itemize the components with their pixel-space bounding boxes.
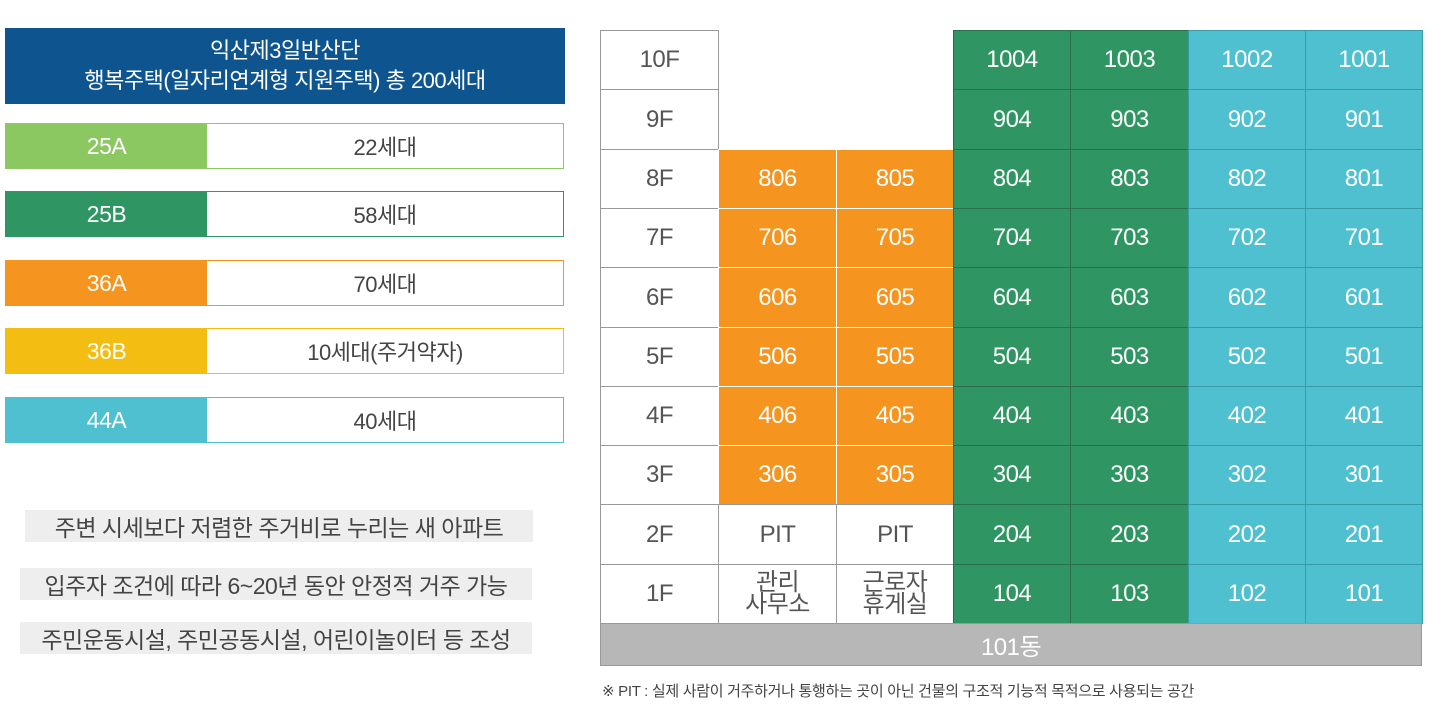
legend-code: 44A bbox=[6, 398, 207, 442]
floor-label: 1F bbox=[600, 564, 719, 624]
unit-cell: 301 bbox=[1305, 445, 1423, 505]
legend-count: 22세대 bbox=[207, 124, 563, 168]
unit-cell: 806 bbox=[718, 149, 837, 209]
unit-cell: 706 bbox=[718, 208, 837, 268]
building-name: 101동 bbox=[600, 623, 1422, 666]
unit-cell: 1001 bbox=[1305, 30, 1423, 90]
legend-count: 58세대 bbox=[207, 192, 563, 236]
unit-cell: 306 bbox=[718, 445, 837, 505]
unit-cell: 근로자 휴게실 bbox=[836, 564, 954, 624]
unit-cell: 602 bbox=[1188, 267, 1306, 328]
floor-label: 10F bbox=[600, 30, 719, 90]
title-line-1: 익산제3일반산단 bbox=[210, 38, 360, 63]
unit-cell: 104 bbox=[953, 564, 1071, 624]
unit-cell: 506 bbox=[718, 327, 837, 387]
unit-cell: 관리 사무소 bbox=[718, 564, 837, 624]
unit-cell: 403 bbox=[1070, 386, 1189, 446]
floor-label: 2F bbox=[600, 504, 719, 565]
note-line: 입주자 조건에 따라 6~20년 동안 안정적 거주 가능 bbox=[20, 568, 532, 600]
legend-row-36b: 36B 10세대(주거약자) bbox=[5, 328, 564, 374]
pit-footnote: ※ PIT : 실제 사람이 거주하거나 통행하는 곳이 아닌 건물의 구조적 … bbox=[602, 683, 1194, 700]
unit-cell: 501 bbox=[1305, 327, 1423, 387]
title-line-2: 행복주택(일자리연계형 지원주택) 총 200세대 bbox=[84, 68, 486, 93]
legend-code: 25A bbox=[6, 124, 207, 168]
floor-label: 5F bbox=[600, 327, 719, 387]
unit-cell: 304 bbox=[953, 445, 1071, 505]
unit-cell: 904 bbox=[953, 89, 1071, 150]
unit-cell: 402 bbox=[1188, 386, 1306, 446]
legend-count: 40세대 bbox=[207, 398, 563, 442]
unit-cell: 902 bbox=[1188, 89, 1306, 150]
unit-cell: 201 bbox=[1305, 504, 1423, 565]
unit-cell: 401 bbox=[1305, 386, 1423, 446]
unit-cell: 702 bbox=[1188, 208, 1306, 268]
unit-cell: 901 bbox=[1305, 89, 1423, 150]
unit-cell: 601 bbox=[1305, 267, 1423, 328]
floor-label: 4F bbox=[600, 386, 719, 446]
unit-cell: 603 bbox=[1070, 267, 1189, 328]
unit-cell: 101 bbox=[1305, 564, 1423, 624]
legend-count: 10세대(주거약자) bbox=[207, 329, 563, 373]
unit-cell: 504 bbox=[953, 327, 1071, 387]
floor-label: 6F bbox=[600, 267, 719, 328]
unit-cell: 903 bbox=[1070, 89, 1189, 150]
unit-cell: 704 bbox=[953, 208, 1071, 268]
unit-cell: 303 bbox=[1070, 445, 1189, 505]
unit-cell: 802 bbox=[1188, 149, 1306, 209]
legend-code: 36B bbox=[6, 329, 207, 373]
unit-cell: 305 bbox=[836, 445, 954, 505]
unit-cell: 202 bbox=[1188, 504, 1306, 565]
unit-cell: 703 bbox=[1070, 208, 1189, 268]
unit-cell: 701 bbox=[1305, 208, 1423, 268]
unit-cell: 505 bbox=[836, 327, 954, 387]
unit-cell: 503 bbox=[1070, 327, 1189, 387]
unit-cell: 805 bbox=[836, 149, 954, 209]
note-line: 주변 시세보다 저렴한 주거비로 누리는 새 아파트 bbox=[25, 510, 533, 542]
note-line: 주민운동시설, 주민공동시설, 어린이놀이터 등 조성 bbox=[20, 622, 532, 654]
unit-cell: 803 bbox=[1070, 149, 1189, 209]
unit-cell: 502 bbox=[1188, 327, 1306, 387]
legend-code: 25B bbox=[6, 192, 207, 236]
unit-cell: 103 bbox=[1070, 564, 1189, 624]
unit-cell: 204 bbox=[953, 504, 1071, 565]
unit-cell: 405 bbox=[836, 386, 954, 446]
unit-cell: 406 bbox=[718, 386, 837, 446]
unit-cell: 102 bbox=[1188, 564, 1306, 624]
legend-row-25b: 25B 58세대 bbox=[5, 191, 564, 237]
unit-cell: 604 bbox=[953, 267, 1071, 328]
floor-label: 3F bbox=[600, 445, 719, 505]
floor-label: 9F bbox=[600, 89, 719, 150]
unit-cell: 302 bbox=[1188, 445, 1306, 505]
unit-cell: 1004 bbox=[953, 30, 1071, 90]
unit-cell: 1003 bbox=[1070, 30, 1189, 90]
legend-row-25a: 25A 22세대 bbox=[5, 123, 564, 169]
title-box: 익산제3일반산단 행복주택(일자리연계형 지원주택) 총 200세대 bbox=[5, 28, 565, 104]
unit-cell: 801 bbox=[1305, 149, 1423, 209]
floor-label: 8F bbox=[600, 149, 719, 209]
legend-code: 36A bbox=[6, 261, 207, 305]
unit-cell: 605 bbox=[836, 267, 954, 328]
legend-count: 70세대 bbox=[207, 261, 563, 305]
unit-cell: PIT bbox=[836, 504, 954, 565]
unit-cell: 804 bbox=[953, 149, 1071, 209]
unit-cell: 705 bbox=[836, 208, 954, 268]
legend-row-36a: 36A 70세대 bbox=[5, 260, 564, 306]
unit-cell: 203 bbox=[1070, 504, 1189, 565]
floor-label: 7F bbox=[600, 208, 719, 268]
unit-cell: 606 bbox=[718, 267, 837, 328]
unit-cell: 404 bbox=[953, 386, 1071, 446]
unit-cell: 1002 bbox=[1188, 30, 1306, 90]
legend-row-44a: 44A 40세대 bbox=[5, 397, 564, 443]
unit-cell: PIT bbox=[718, 504, 837, 565]
